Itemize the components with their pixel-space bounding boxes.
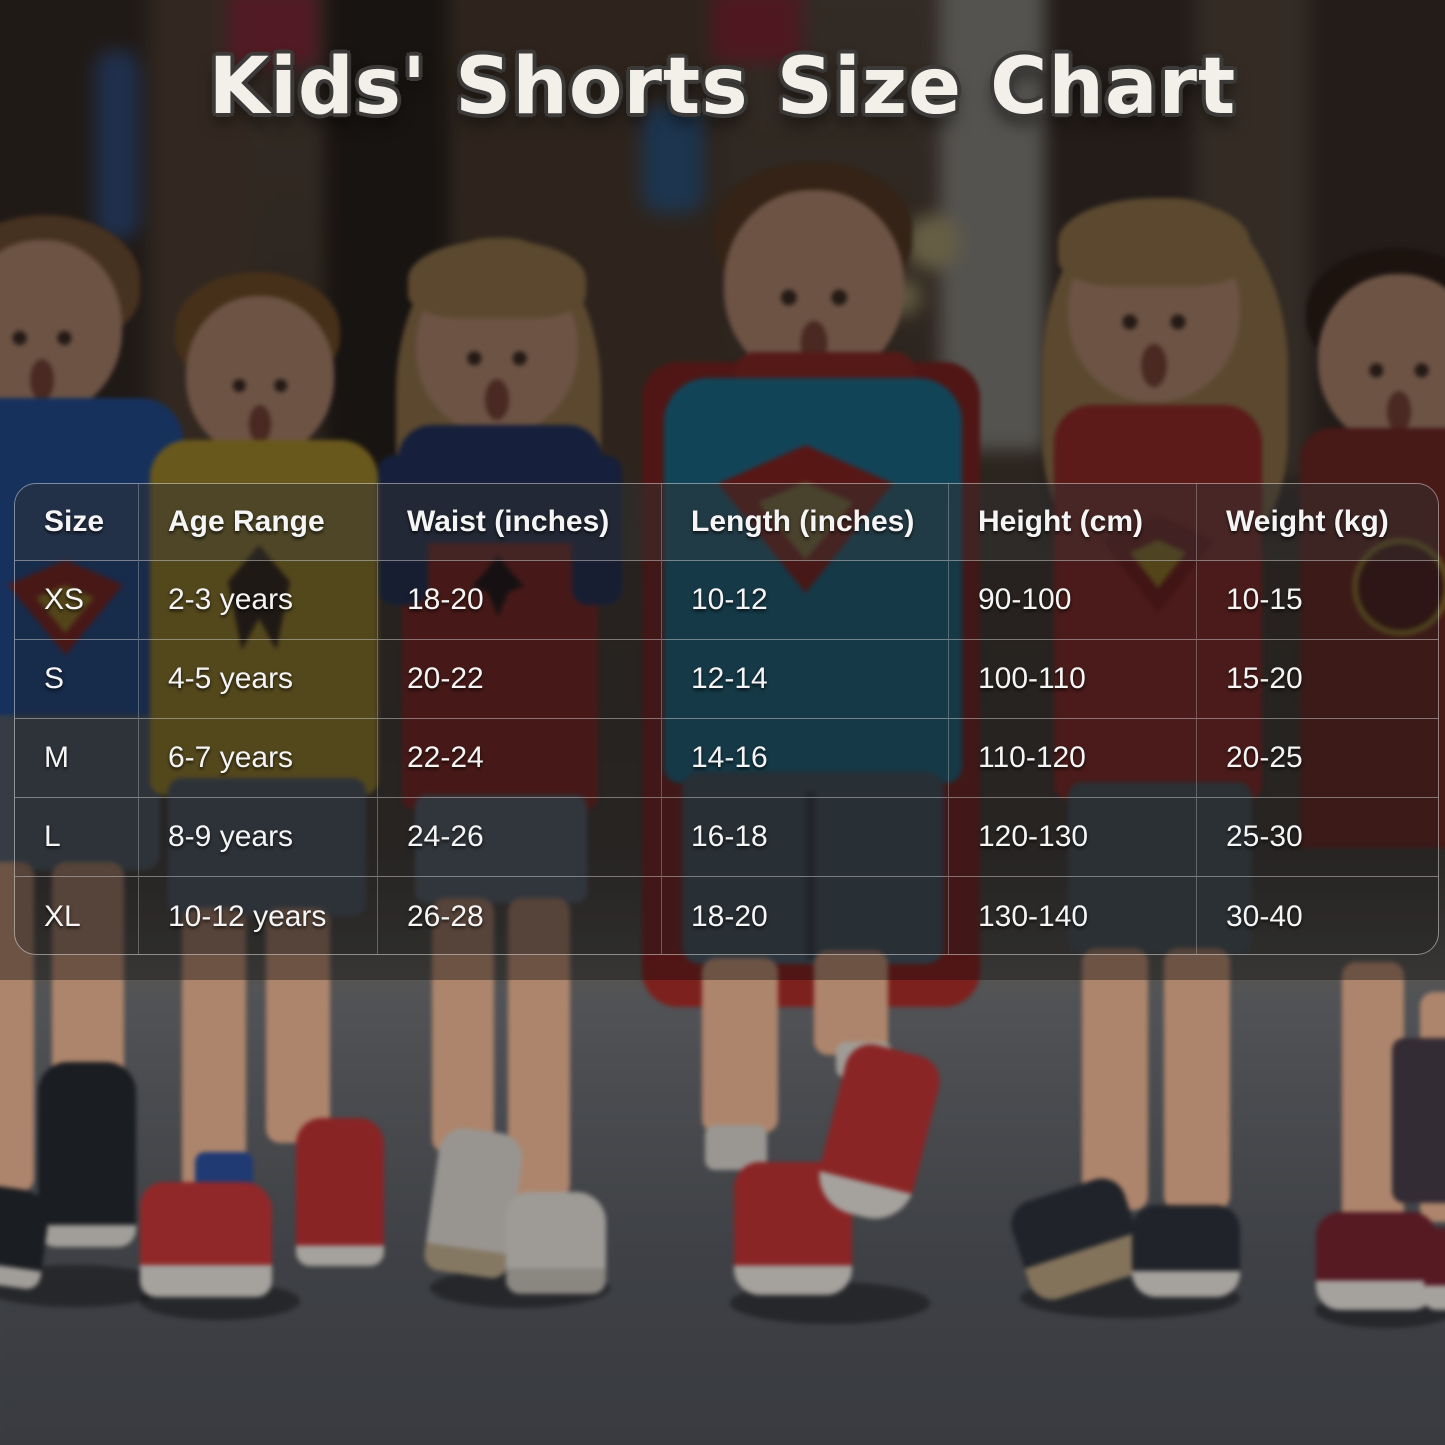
table-cell: 100-110 — [949, 640, 1197, 719]
table-cell: 22-24 — [378, 719, 662, 798]
kid-4-leg-left — [702, 958, 778, 1133]
table-cell: XS — [15, 561, 139, 640]
dark-overlay-top — [0, 0, 1445, 980]
col-header-length: Length (inches) — [662, 484, 949, 561]
table-cell: 4-5 years — [139, 640, 378, 719]
table-cell: 16-18 — [662, 798, 949, 877]
col-header-size: Size — [15, 484, 139, 561]
kid-2-red-sneaker-left — [140, 1182, 272, 1297]
size-chart-table: Size Age Range Waist (inches) Length (in… — [14, 483, 1439, 955]
table-cell: 20-22 — [378, 640, 662, 719]
kid-3-white-sneaker-right — [506, 1192, 606, 1294]
kid-1-black-sneaker-right — [38, 1062, 136, 1247]
table-cell: 12-14 — [662, 640, 949, 719]
table-cell: 14-16 — [662, 719, 949, 798]
col-header-weight: Weight (kg) — [1197, 484, 1438, 561]
table-cell: 10-12 — [662, 561, 949, 640]
kid-5-black-sneaker-right — [1132, 1205, 1240, 1297]
table-cell: M — [15, 719, 139, 798]
table-cell: 120-130 — [949, 798, 1197, 877]
table-cell: 15-20 — [1197, 640, 1438, 719]
table-cell: 10-12 years — [139, 877, 378, 954]
table-cell: 24-26 — [378, 798, 662, 877]
col-header-height: Height (cm) — [949, 484, 1197, 561]
table-cell: 8-9 years — [139, 798, 378, 877]
table-cell: 90-100 — [949, 561, 1197, 640]
table-cell: 10-15 — [1197, 561, 1438, 640]
table-cell: 6-7 years — [139, 719, 378, 798]
table-cell: 25-30 — [1197, 798, 1438, 877]
table-cell: L — [15, 798, 139, 877]
page-title: Kids' Shorts Size Chart — [208, 42, 1237, 132]
table-cell: 18-20 — [378, 561, 662, 640]
dark-overlay-bottom — [0, 980, 1445, 1445]
table-cell: 130-140 — [949, 877, 1197, 954]
table-cell: 26-28 — [378, 877, 662, 954]
kid-5-leg-left — [1082, 948, 1148, 1210]
table-cell: 18-20 — [662, 877, 949, 954]
table-cell: XL — [15, 877, 139, 954]
kid-5-leg-right — [1164, 948, 1230, 1210]
kid-6-maroon-sneaker-right — [1424, 1228, 1445, 1310]
kid-6-maroon-sneaker-left — [1316, 1212, 1436, 1310]
table-cell: 110-120 — [949, 719, 1197, 798]
kid-2-red-hightop-right — [296, 1118, 384, 1266]
table-cell: 30-40 — [1197, 877, 1438, 954]
kid-6-dark-shorts — [1392, 1038, 1445, 1203]
table-cell: S — [15, 640, 139, 719]
table-cell: 20-25 — [1197, 719, 1438, 798]
col-header-age: Age Range — [139, 484, 378, 561]
col-header-waist: Waist (inches) — [378, 484, 662, 561]
table-cell: 2-3 years — [139, 561, 378, 640]
